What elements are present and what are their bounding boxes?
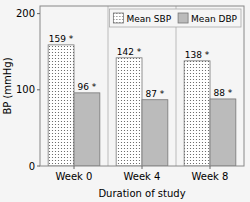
x-tick-label: Week 8 <box>192 171 229 182</box>
y-axis-label: BP (mmHg) <box>2 57 13 114</box>
bar <box>184 61 210 166</box>
x-tick <box>210 166 211 169</box>
legend-swatch-hatch <box>113 13 123 23</box>
group-divider <box>176 6 177 166</box>
group-divider <box>108 6 109 166</box>
x-tick-label: Week 4 <box>124 171 161 182</box>
data-label: 96 * <box>78 82 97 92</box>
plot-area <box>40 6 244 166</box>
bar <box>74 93 100 166</box>
y-tick <box>37 89 40 90</box>
y-tick-label: 0 <box>29 161 35 172</box>
bar <box>48 45 74 166</box>
bar <box>210 99 236 166</box>
bar-hatch <box>48 45 74 166</box>
legend-swatch <box>178 13 188 23</box>
legend-swatch <box>113 13 123 23</box>
legend-label: Mean SBP <box>126 14 171 24</box>
bar <box>116 58 142 166</box>
x-tick <box>142 166 143 169</box>
y-tick <box>37 13 40 14</box>
bars <box>48 45 236 166</box>
legend-label: Mean DBP <box>191 14 237 24</box>
data-label: 87 * <box>146 89 165 99</box>
x-tick <box>74 166 75 169</box>
x-tick-label: Week 0 <box>56 171 93 182</box>
background <box>0 0 250 202</box>
legend: Mean SBP Mean DBP <box>109 9 241 27</box>
chart: 159 * 142 * 138 * 96 * 87 * 88 * 0 100 200 Week 0… <box>0 0 250 202</box>
data-label: 142 * <box>117 47 142 57</box>
x-axis-label: Duration of study <box>98 188 185 199</box>
data-label: 159 * <box>49 34 74 44</box>
data-label: 88 * <box>214 88 233 98</box>
y-tick-label: 100 <box>16 84 35 95</box>
y-tick-label: 200 <box>16 8 35 19</box>
bar <box>142 100 168 166</box>
bar-hatch <box>116 58 142 166</box>
bar-hatch <box>184 61 210 166</box>
data-label: 138 * <box>185 50 210 60</box>
plot-frame <box>40 6 244 166</box>
legend-box <box>109 9 241 27</box>
y-tick <box>37 166 40 167</box>
